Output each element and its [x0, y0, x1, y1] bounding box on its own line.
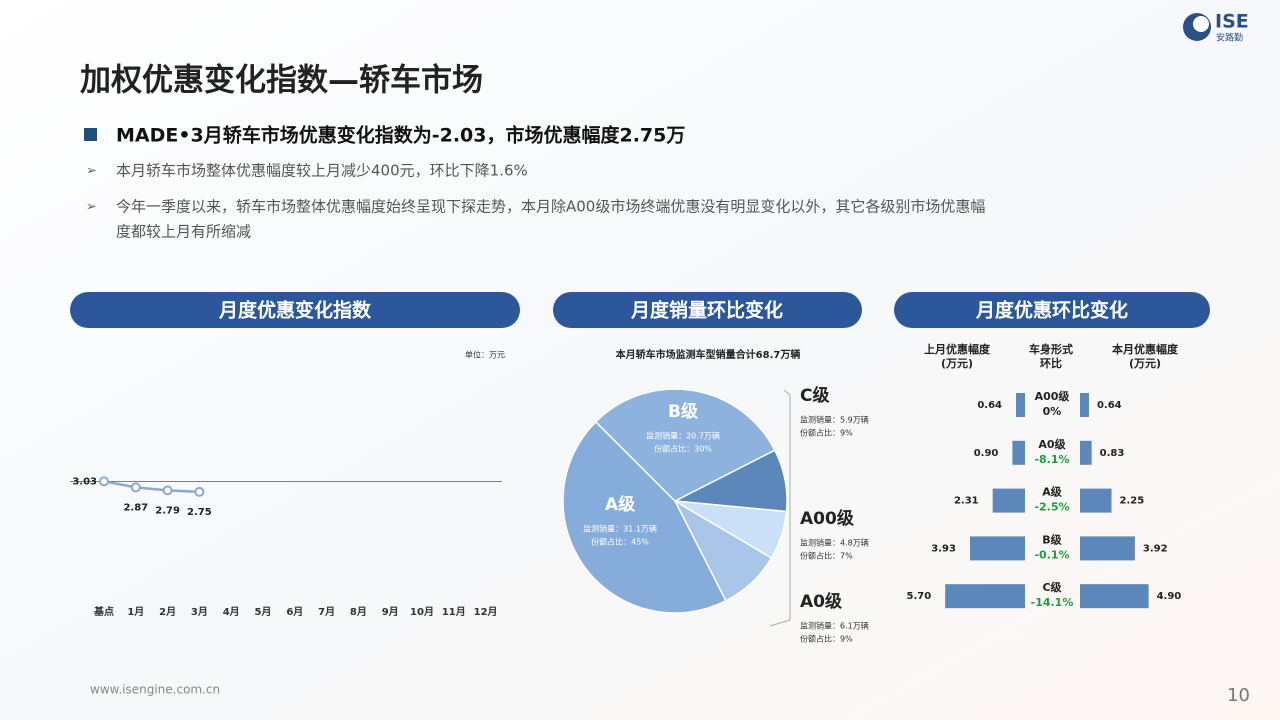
marker: [99, 476, 109, 487]
slice-volume: 监测销量：6.1万辆: [800, 621, 869, 631]
x-tick-label: 3月: [191, 606, 208, 618]
change-label: -0.1%: [1034, 548, 1069, 561]
change-label: -2.5%: [1034, 501, 1069, 514]
logo: ISE: [1215, 11, 1249, 33]
logo-sub: 安路勤: [1216, 32, 1243, 44]
section-pill: [553, 292, 862, 328]
section-title: 月度优惠变化指数: [218, 299, 372, 322]
value-label: 3.93: [931, 543, 956, 554]
x-tick-label: 8月: [350, 606, 367, 618]
value-label: 0.83: [1100, 448, 1125, 459]
data-label: 2.75: [187, 507, 212, 518]
bar: [1080, 584, 1149, 609]
bar: [1080, 488, 1112, 513]
arrow: ➢: [86, 164, 97, 179]
slice-volume: 监测销量：31.1万辆: [583, 524, 657, 534]
x-tick-label: 1月: [127, 606, 144, 618]
change-label: -8.1%: [1034, 453, 1069, 466]
bar: [992, 488, 1025, 513]
bar: [1012, 440, 1025, 465]
category-label: A0级: [1038, 437, 1066, 451]
headline-bullet: [84, 128, 97, 141]
slice-label: A级: [605, 494, 635, 515]
bar: [1080, 536, 1135, 561]
bullet-text: 本月轿车市场整体优惠幅度较上月减少400元，环比下降1.6%: [116, 162, 528, 180]
marker: [130, 482, 141, 493]
pie-slice: [594, 388, 776, 502]
data-label: 2.79: [155, 505, 180, 516]
section-title: 月度优惠环比变化: [975, 299, 1128, 322]
unit-label: 单位：万元: [465, 350, 505, 360]
slice-share: 份额占比：9%: [800, 634, 853, 644]
x-tick-label: 7月: [318, 606, 335, 618]
value-label: 0.64: [977, 400, 1002, 411]
slice-volume: 监测销量：5.9万辆: [800, 415, 869, 425]
value-label: 0.90: [974, 448, 999, 459]
category-label: A级: [1042, 485, 1063, 499]
column-header: (万元): [941, 357, 973, 370]
change-label: 0%: [1043, 405, 1062, 418]
column-header: 上月优惠幅度: [924, 342, 991, 356]
category-label: A00级: [1035, 389, 1071, 403]
value-label: 2.31: [954, 496, 979, 507]
x-tick-label: 2月: [159, 606, 176, 618]
title: 加权优惠变化指数—轿车市场: [80, 63, 483, 99]
column-header: 本月优惠幅度: [1112, 342, 1179, 356]
slice-share: 份额占比：7%: [800, 551, 853, 561]
category-label: C级: [1042, 580, 1062, 594]
marker: [194, 486, 205, 497]
arrow: ➢: [86, 200, 97, 215]
x-tick-label: 6月: [286, 606, 303, 618]
slice-share: 份额占比：9%: [800, 428, 853, 438]
bar: [1016, 393, 1025, 417]
label-bracket: [769, 389, 791, 627]
x-tick-label: 11月: [442, 606, 466, 618]
slice-label: A00级: [800, 508, 854, 529]
change-label: -14.1%: [1031, 596, 1074, 609]
slice-volume: 监测销量：20.7万辆: [646, 431, 720, 441]
page-number: 10: [1227, 685, 1250, 706]
section-pill: [894, 292, 1210, 328]
bullet-text: 度都较上月有所缩减: [116, 223, 251, 241]
data-label: 3.03: [72, 476, 97, 487]
x-tick-label: 4月: [223, 606, 240, 618]
value-label: 2.25: [1120, 496, 1145, 507]
column-header: (万元): [1129, 357, 1161, 370]
bullet-text: 今年一季度以来，轿车市场整体优惠幅度始终呈现下探走势，本月除A00级市场终端优惠…: [116, 198, 985, 216]
slice-label: A0级: [800, 591, 842, 612]
category-label: B级: [1042, 532, 1062, 546]
x-tick-label: 10月: [410, 606, 434, 618]
slice-label: B级: [668, 401, 698, 422]
pie-slice: [562, 420, 727, 614]
value-label: 3.92: [1143, 543, 1168, 554]
section-pill: [70, 292, 520, 328]
bar: [945, 584, 1025, 609]
slice-label: C级: [800, 385, 829, 406]
bar: [1080, 393, 1089, 417]
data-label: 2.87: [123, 502, 148, 513]
value-label: 0.64: [1097, 400, 1122, 411]
line: [103, 480, 200, 494]
bar: [1080, 440, 1092, 465]
value-label: 5.70: [907, 591, 932, 602]
marker: [162, 485, 173, 496]
footer-url: www.isengine.com.cn: [90, 683, 220, 697]
pie-subtitle: 本月轿车市场监测车型销量合计68.7万辆: [616, 348, 801, 361]
x-tick-label: 基点: [93, 605, 114, 618]
bar: [969, 536, 1025, 561]
slice-share: 份额占比：30%: [654, 444, 712, 454]
slice-share: 份额占比：45%: [591, 537, 649, 547]
logo-icon-inner: [1193, 16, 1209, 32]
x-tick-label: 9月: [382, 606, 399, 618]
x-tick-label: 5月: [255, 606, 272, 618]
column-header: 环比: [1040, 356, 1062, 370]
column-header: 车身形式: [1029, 342, 1073, 356]
value-label: 4.90: [1157, 591, 1182, 602]
x-tick-label: 12月: [474, 606, 498, 618]
section-title: 月度销量环比变化: [630, 299, 783, 322]
headline: MADE•3月轿车市场优惠变化指数为-2.03，市场优惠幅度2.75万: [116, 124, 685, 147]
slice-volume: 监测销量：4.8万辆: [800, 538, 869, 548]
